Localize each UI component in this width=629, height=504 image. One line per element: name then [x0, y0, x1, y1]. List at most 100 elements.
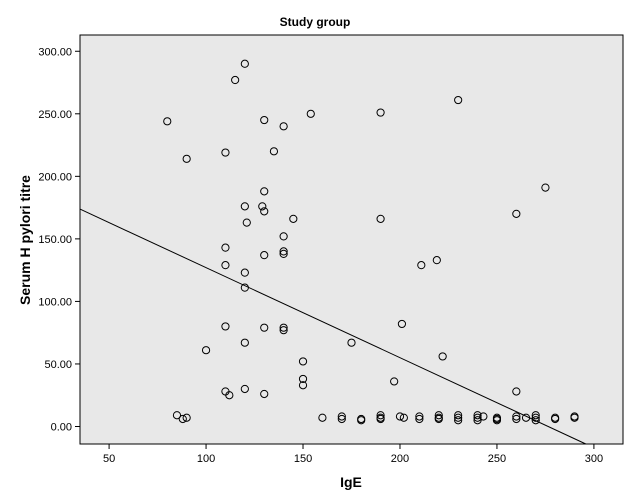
data-point [337, 412, 346, 421]
data-point [395, 412, 405, 421]
data-point [240, 283, 249, 292]
data-point [399, 413, 408, 422]
data-point [225, 391, 234, 400]
data-point [347, 338, 356, 347]
y-tick-label: 150.00 [38, 234, 72, 246]
data-point [376, 414, 385, 424]
y-axis-ticks: 0.00 50.00 100.00 150.00 200.00 250.00 300.00 [38, 46, 80, 433]
y-tick-label: 100.00 [38, 296, 72, 308]
data-point [397, 319, 407, 329]
data-point [376, 411, 385, 420]
data-point [240, 202, 249, 211]
data-point [258, 202, 267, 211]
x-axis-ticks: 50 100 150 200 250 300 [103, 444, 603, 465]
data-point [279, 247, 288, 256]
data-point [182, 154, 191, 163]
data-point [172, 411, 182, 420]
y-axis-title: Serum H pylori titre [17, 175, 33, 305]
data-point [279, 323, 288, 332]
y-tick-label: 250.00 [38, 109, 72, 121]
data-point [269, 147, 279, 156]
data-point [551, 414, 560, 424]
data-point [182, 413, 191, 422]
data-point [260, 251, 269, 260]
data-point [376, 108, 385, 117]
data-point [231, 75, 240, 85]
data-point [279, 122, 288, 131]
data-point [531, 411, 540, 420]
data-point [240, 268, 249, 277]
data-point [492, 416, 502, 425]
data-point [434, 414, 443, 424]
data-point [473, 413, 482, 422]
data-point [260, 323, 269, 332]
plot-area [79, 34, 624, 445]
data-point [438, 352, 447, 361]
data-point [163, 117, 172, 126]
data-point [260, 389, 269, 399]
data-point [178, 414, 187, 424]
y-tick-label: 50.00 [44, 359, 72, 371]
x-tick-label: 100 [197, 453, 215, 465]
y-tick-label: 200.00 [38, 171, 72, 183]
x-axis-title: IgE [340, 474, 362, 490]
data-point [279, 249, 288, 258]
data-point [242, 218, 251, 227]
data-point [570, 413, 579, 422]
data-point [512, 412, 521, 421]
data-point [318, 413, 327, 422]
data-point [531, 416, 540, 425]
data-point [473, 411, 482, 420]
data-point [541, 183, 550, 192]
x-tick-label: 200 [391, 453, 409, 465]
data-point [390, 377, 399, 386]
x-tick-label: 50 [103, 453, 115, 465]
data-point [479, 412, 488, 421]
data-point [240, 338, 249, 347]
data-point [512, 414, 521, 424]
data-point [298, 357, 308, 366]
x-tick-label: 300 [585, 453, 603, 465]
y-tick-label: 300.00 [38, 46, 72, 58]
data-point [454, 95, 463, 105]
data-point [417, 261, 426, 270]
data-point [512, 209, 521, 218]
data-point [454, 411, 463, 420]
data-point [260, 207, 269, 216]
data-point [221, 322, 230, 331]
data-point [512, 387, 521, 396]
data-point [289, 214, 298, 223]
data-point [260, 115, 269, 125]
chart-title: Study group [280, 15, 351, 29]
data-point [298, 374, 308, 384]
data-point [279, 232, 288, 241]
data-point [240, 384, 249, 394]
data-point [221, 261, 230, 270]
data-point [357, 416, 366, 425]
fit-line-group [79, 208, 587, 445]
data-point [298, 381, 308, 390]
data-point [432, 256, 441, 265]
data-points [163, 59, 579, 425]
data-point [201, 346, 211, 355]
data-point [337, 414, 346, 424]
data-point [415, 414, 424, 424]
data-point [279, 326, 288, 335]
fit-line [79, 208, 587, 445]
data-point [221, 148, 230, 157]
data-point [376, 214, 385, 223]
data-point [415, 412, 424, 421]
x-tick-label: 250 [488, 453, 506, 465]
data-point [473, 416, 482, 425]
data-point [454, 416, 463, 425]
y-tick-label: 0.00 [51, 421, 72, 433]
data-point [434, 411, 443, 420]
data-point [454, 413, 463, 422]
data-point [531, 413, 540, 422]
data-point [306, 109, 315, 118]
x-tick-label: 150 [294, 453, 312, 465]
data-point [221, 243, 230, 252]
data-point [260, 187, 269, 196]
